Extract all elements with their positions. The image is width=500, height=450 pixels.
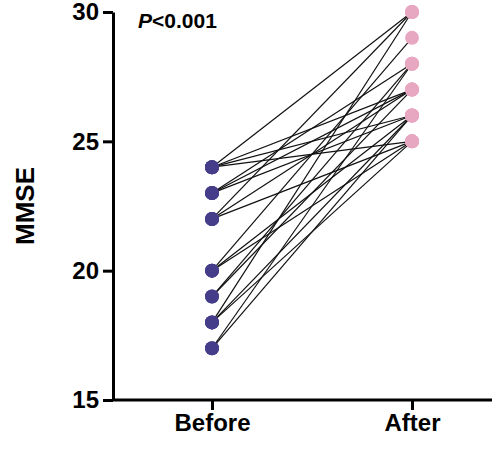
y-axis-line [112,13,115,401]
point [405,57,419,71]
subject-line [212,90,412,193]
point [405,83,419,97]
point [205,212,219,226]
point [205,315,219,329]
point [205,160,219,174]
point [405,57,419,71]
y-tick-mark [103,140,113,143]
y-axis-title: MMSE [10,167,40,245]
point [405,57,419,71]
subject-line [212,64,412,193]
subject-line [212,64,412,349]
point [205,315,219,329]
subject-line [212,12,412,219]
marks [205,5,419,355]
y-tick: 20 [72,257,113,284]
point [205,264,219,278]
point [405,5,419,19]
point [205,290,219,304]
point [205,290,219,304]
y-tick: 25 [72,128,113,155]
y-tick-mark [103,270,113,273]
annotation: P<0.001 [138,9,217,32]
subject-line [212,115,412,322]
point [205,160,219,174]
point [205,186,219,200]
x-axis: Before After [113,400,492,436]
point [205,160,219,174]
point [405,108,419,122]
point [405,83,419,97]
x-tick: After [384,400,440,436]
y-tick-label: 30 [72,0,99,25]
point [405,83,419,97]
y-tick-label: 20 [72,257,99,284]
point [205,315,219,329]
point [405,108,419,122]
subject-line [212,64,412,297]
point [405,134,419,148]
y-tick-label: 25 [72,128,99,155]
point [405,134,419,148]
point [405,108,419,122]
point [205,212,219,226]
point [205,341,219,355]
x-tick-label: Before [174,409,250,436]
x-tick: Before [174,400,250,436]
subject-line [212,115,412,348]
point [405,108,419,122]
y-tick-mark [103,399,113,402]
subject-line [212,38,412,271]
y-tick-label: 15 [72,386,99,413]
point [205,212,219,226]
x-tick-label: After [384,409,440,436]
subject-line [212,12,412,167]
point [405,134,419,148]
point [205,186,219,200]
point [205,264,219,278]
y-tick: 15 [72,386,113,413]
chart: 15 20 25 30 Before After MMSE P<0.001 [0,0,500,450]
point [405,108,419,122]
plot: 15 20 25 30 Before After [72,0,492,436]
point [405,5,419,19]
subject-line [212,90,412,297]
point [405,134,419,148]
point [405,31,419,45]
x-axis-line [113,399,492,402]
point [205,264,219,278]
y-tick: 30 [72,0,113,25]
subject-line [212,12,412,322]
y-axis: 15 20 25 30 [72,0,113,413]
point [205,186,219,200]
point [405,5,419,19]
point [205,160,219,174]
point [205,341,219,355]
y-tick-mark [103,11,113,14]
point [405,83,419,97]
